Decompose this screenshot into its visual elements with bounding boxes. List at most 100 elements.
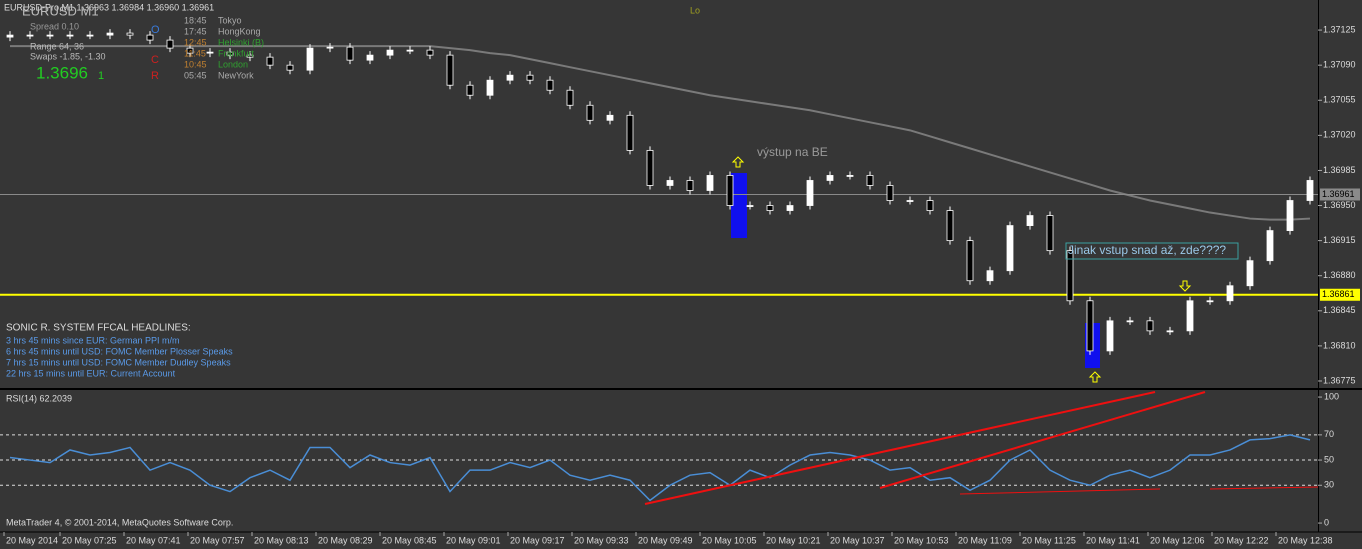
session-city: Frankfurt [218, 48, 255, 58]
price-label-box [1320, 288, 1360, 301]
candle-body [206, 51, 214, 54]
candle-body [1206, 300, 1214, 303]
candle-body [1246, 260, 1254, 287]
y-tick-label: 50 [1324, 454, 1334, 464]
candle-body [526, 74, 534, 81]
candle-body [106, 32, 114, 36]
candle-body [86, 34, 94, 37]
session-time: 10:45 [184, 59, 207, 69]
candle-body [866, 175, 874, 186]
session-city: London [218, 59, 248, 69]
candle-body [366, 54, 374, 61]
candle-body [346, 46, 354, 61]
candle-body [1106, 320, 1114, 352]
candle-body [886, 185, 894, 201]
y-tick-label: 100 [1324, 391, 1339, 401]
info-symbol: EURUSD M1 [22, 3, 99, 18]
candle-body [786, 205, 794, 211]
info-row: Spread 0.10 [30, 21, 79, 31]
headlines: 3 hrs 45 mins since EUR: German PPI m/m6… [6, 335, 233, 378]
candle-body [926, 200, 934, 211]
candle-body [1226, 285, 1234, 302]
candle-body [746, 205, 754, 207]
candle-body [446, 54, 454, 86]
trend-line [959, 488, 1161, 495]
candle-body [66, 34, 74, 37]
x-tick-label: 20 May 09:49 [638, 535, 693, 545]
candle-body [426, 49, 434, 56]
candle-body [646, 149, 654, 186]
y-tick-label: 1.36915 [1323, 235, 1356, 245]
x-tick-label: 20 May 10:05 [702, 535, 757, 545]
candle-body [506, 74, 514, 81]
y-tick-label: 1.37055 [1323, 95, 1356, 105]
info-price-digit: 1 [98, 70, 104, 82]
rsi-line [9, 434, 1311, 502]
candle-body [806, 180, 814, 206]
candle-body [726, 175, 734, 206]
candle-body [46, 34, 54, 37]
headline: 3 hrs 45 mins since EUR: German PPI m/m [6, 335, 180, 345]
x-tick-label: 20 May 12:38 [1278, 535, 1333, 545]
x-tick-label: 20 May 08:13 [254, 535, 309, 545]
x-tick-label: 20 May 10:53 [894, 535, 949, 545]
session-city: Helsinki (B) [218, 37, 264, 47]
session-time: 12:45 [184, 37, 207, 47]
candle-body [566, 89, 574, 106]
candle-body [126, 32, 134, 36]
candle-body [1086, 300, 1094, 352]
price-label: 1.36861 [1322, 289, 1355, 299]
candle-body [166, 39, 174, 49]
candle-body [266, 56, 274, 66]
price-label-box [1320, 188, 1360, 201]
session-city: Tokyo [218, 15, 242, 25]
arrow-up [731, 156, 745, 168]
y-tick-label: 1.36845 [1323, 305, 1356, 315]
candle-body [1026, 215, 1034, 226]
y-tick-label: 1.36775 [1323, 375, 1356, 385]
x-tick-label: 20 May 09:01 [446, 535, 501, 545]
candle-body [1166, 330, 1174, 333]
candle-body [306, 47, 314, 71]
x-tick-label: 20 May 2014 [6, 535, 58, 545]
arrow-up [1088, 371, 1102, 383]
candle-body [1126, 320, 1134, 323]
rsi-pane: 100 70 50 30 0 [0, 391, 1339, 527]
candle-body [386, 49, 394, 56]
y-tick-label: 0 [1324, 517, 1329, 527]
annotation: výstup na BE [757, 145, 828, 159]
x-tick-label: 20 May 08:45 [382, 535, 437, 545]
price-pane: 1.37125 1.37090 1.37055 1.37020 1.36985 1.369… [0, 24, 1360, 385]
candle-body [706, 175, 714, 191]
rsi-title: RSI(14) 62.2039 [6, 393, 72, 403]
info-letter: R [151, 70, 159, 82]
info-row: Range 64, 36 [30, 41, 84, 51]
candle-body [186, 47, 194, 54]
candle-body [1046, 215, 1054, 252]
y-tick-label: 1.36985 [1323, 165, 1356, 175]
candle-body [606, 114, 614, 121]
x-tick-label: 20 May 10:21 [766, 535, 821, 545]
candle-body [986, 270, 994, 282]
x-tick-label: 20 May 10:37 [830, 535, 885, 545]
annotation: Jinak vstup snad až, zde???? [1068, 243, 1226, 257]
candle-body [1286, 200, 1294, 231]
candle-body [766, 205, 774, 211]
session-time: 18:45 [184, 15, 207, 25]
x-tick-label: 20 May 11:09 [958, 535, 1012, 545]
info-letter: O [151, 24, 160, 36]
y-tick-label: 1.36950 [1323, 200, 1356, 210]
candle-body [226, 51, 234, 56]
headlines-title: SONIC R. SYSTEM FFCAL HEADLINES: [6, 323, 191, 334]
trend-line [644, 391, 1156, 505]
candle-body [326, 46, 334, 49]
info-price: 1.3696 [36, 63, 88, 82]
x-axis: 20 May 2014 20 May 07:25 20 May 07:41 20 Ma… [3, 532, 1333, 545]
candle-body [846, 175, 854, 177]
x-tick-label: 20 May 09:33 [574, 535, 629, 545]
x-tick-label: 20 May 11:41 [1086, 535, 1140, 545]
candle-body [686, 180, 694, 191]
candle-body [906, 200, 914, 202]
